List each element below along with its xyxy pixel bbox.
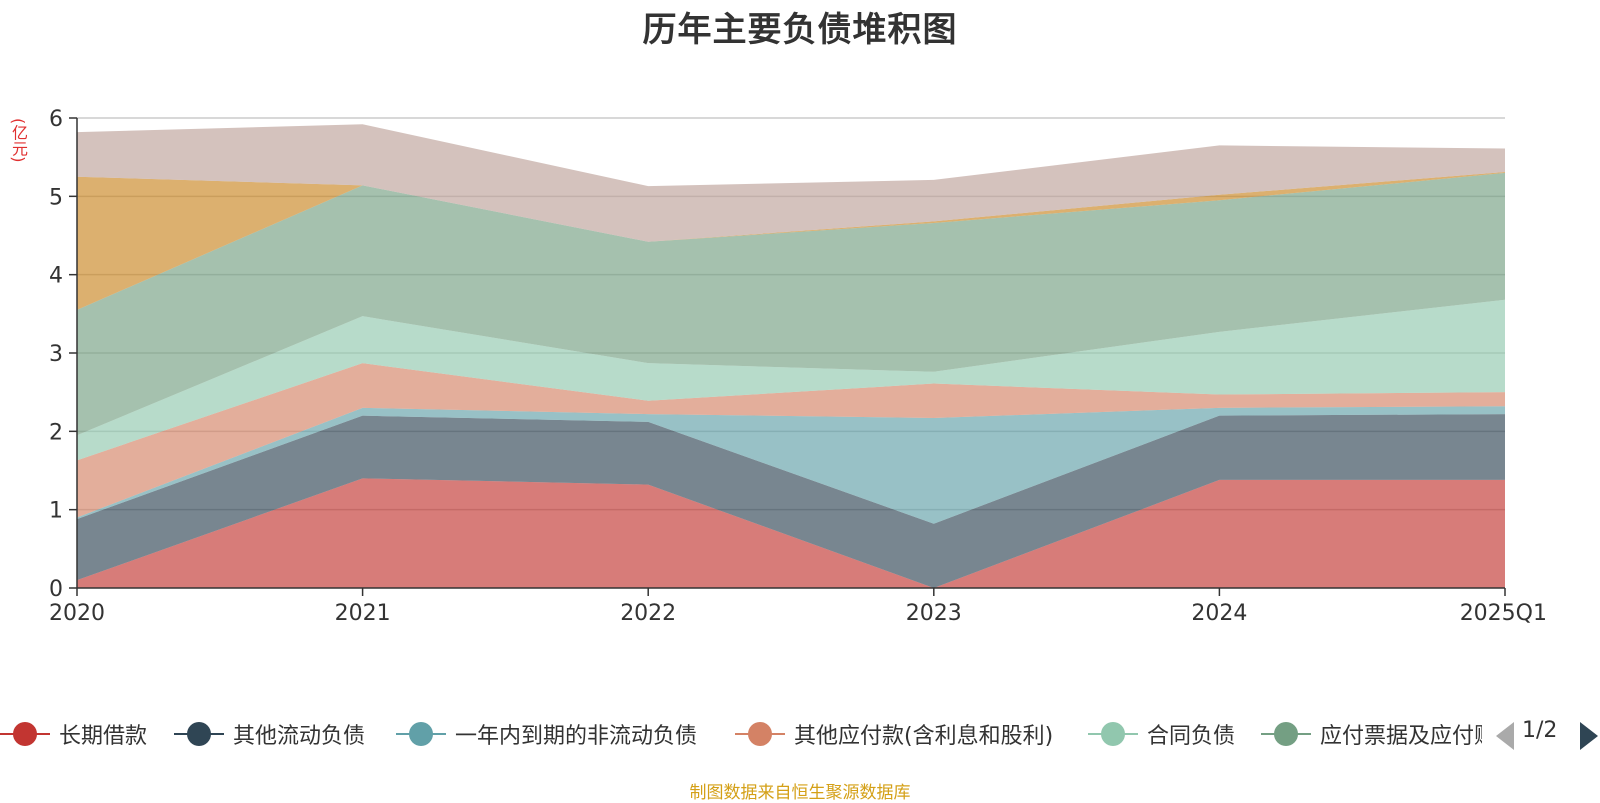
y-tick-label: 3 xyxy=(49,342,63,367)
legend-item[interactable]: 其他流动负债 xyxy=(174,714,365,754)
area-series-8 xyxy=(77,124,1505,242)
legend-swatch-icon xyxy=(174,722,224,746)
legend-swatch-icon xyxy=(735,722,785,746)
legend-item[interactable]: 合同负债 xyxy=(1088,714,1235,754)
legend-item[interactable]: 一年内到期的非流动负债 xyxy=(396,714,697,754)
legend-prev-page-icon[interactable] xyxy=(1496,722,1514,750)
area-series-1 xyxy=(77,478,1505,588)
legend-label: 其他应付款(含利息和股利) xyxy=(794,724,1054,749)
y-tick-label: 4 xyxy=(49,264,63,289)
legend-label: 合同负债 xyxy=(1147,724,1236,749)
area-series-6 xyxy=(77,172,1505,436)
legend-label: 应付票据及应付账款 xyxy=(1320,724,1482,749)
x-tick-label: 2021 xyxy=(335,601,391,626)
legend-swatch-icon xyxy=(1088,722,1138,746)
area-series-4 xyxy=(77,363,1505,518)
legend-item[interactable]: 应付票据及应付账款 xyxy=(1261,714,1482,754)
axes: 0 1 2 3 4 5 6 2020 2021 2022 2023 2024 2025Q1 xyxy=(49,107,1547,626)
legend-label: 其他流动负债 xyxy=(233,724,366,749)
legend-item[interactable]: 长期借款 xyxy=(0,714,147,754)
legend: 长期借款 其他流动负债 一年内到期的非流动负债 其他应付款(含利息和股利) 合同负债 应付… xyxy=(0,714,1600,754)
x-tick-label: 2020 xyxy=(49,601,105,626)
stacked-area-chart: 0 1 2 3 4 5 6 2020 2021 2022 2023 2024 2025Q1 xyxy=(49,107,1547,626)
area-series xyxy=(77,124,1505,588)
x-tick-label: 2022 xyxy=(620,601,676,626)
legend-swatch-icon xyxy=(0,722,50,746)
area-series-7 xyxy=(77,172,1505,310)
area-series-3 xyxy=(77,406,1505,524)
y-tick-label: 6 xyxy=(49,107,63,132)
legend-page-indicator: 1/2 xyxy=(1522,718,1558,743)
y-axis-unit-label: (亿元) xyxy=(9,118,28,163)
legend-label: 一年内到期的非流动负债 xyxy=(455,724,698,749)
x-tick-label: 2024 xyxy=(1191,601,1247,626)
chart-title: 历年主要负债堆积图 xyxy=(642,10,958,50)
legend-pager: 1/2 xyxy=(1496,714,1600,754)
data-source-note: 制图数据来自恒生聚源数据库 xyxy=(689,783,911,803)
area-series-2 xyxy=(77,414,1505,588)
area-series-5 xyxy=(77,299,1505,461)
legend-next-page-icon[interactable] xyxy=(1580,722,1598,750)
x-tick-label: 2023 xyxy=(906,601,962,626)
legend-items: 长期借款 其他流动负债 一年内到期的非流动负债 其他应付款(含利息和股利) 合同负债 应付… xyxy=(0,714,1482,754)
x-tick-label: 2025Q1 xyxy=(1460,601,1547,626)
legend-swatch-icon xyxy=(1261,722,1311,746)
y-tick-label: 2 xyxy=(49,420,63,445)
legend-item[interactable]: 其他应付款(含利息和股利) xyxy=(735,714,1053,754)
y-tick-label: 1 xyxy=(49,499,63,524)
y-tick-label: 0 xyxy=(49,577,63,602)
legend-label: 长期借款 xyxy=(59,724,148,749)
legend-swatch-icon xyxy=(396,722,446,746)
y-tick-label: 5 xyxy=(49,185,63,210)
